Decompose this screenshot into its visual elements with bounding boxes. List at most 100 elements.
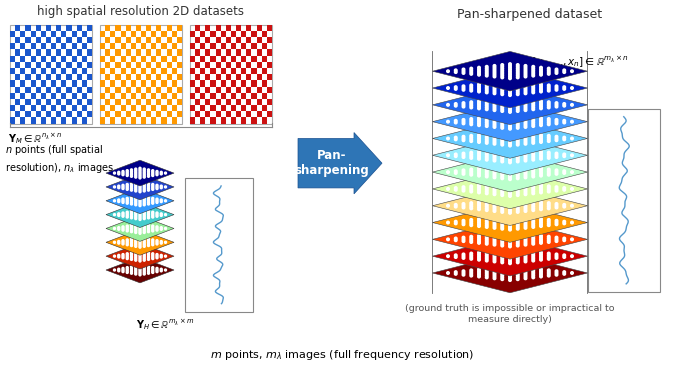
Circle shape [532,190,534,193]
Bar [46,62,51,68]
Circle shape [524,150,527,153]
Circle shape [563,119,566,122]
Circle shape [143,253,145,255]
Circle shape [532,183,534,186]
Circle shape [477,122,480,125]
Circle shape [477,223,480,226]
Circle shape [156,198,158,200]
Circle shape [470,119,473,122]
Circle shape [493,236,496,239]
Bar [251,118,257,124]
Circle shape [516,133,519,135]
Bar [166,37,172,43]
Circle shape [540,135,543,138]
Circle shape [516,278,519,280]
Text: high spatial resolution 2D datasets: high spatial resolution 2D datasets [38,5,245,18]
Bar [166,25,172,31]
Circle shape [516,200,519,203]
Text: Pan-
sharpening: Pan- sharpening [295,149,369,177]
Circle shape [524,70,527,73]
Bar [247,99,251,105]
Circle shape [516,219,519,221]
Circle shape [462,105,465,108]
Circle shape [486,271,488,273]
Circle shape [524,85,527,88]
Circle shape [501,148,503,150]
Circle shape [143,251,145,253]
Circle shape [131,270,132,273]
Circle shape [147,186,149,188]
Circle shape [139,268,141,269]
Circle shape [493,188,496,190]
Circle shape [563,104,566,107]
Bar [31,43,36,49]
Circle shape [477,186,480,188]
Circle shape [462,139,465,142]
Circle shape [126,270,128,272]
Circle shape [501,173,503,176]
Circle shape [147,227,149,230]
Circle shape [126,241,128,242]
Circle shape [139,212,141,214]
Circle shape [516,188,519,191]
Circle shape [524,201,527,203]
Circle shape [486,224,488,227]
Bar [136,62,141,68]
Polygon shape [106,230,174,255]
Circle shape [509,111,511,113]
Bar [241,80,247,87]
Circle shape [501,175,503,178]
Circle shape [477,124,480,127]
Circle shape [135,242,137,244]
Circle shape [143,188,145,190]
Circle shape [516,91,519,94]
Circle shape [139,170,141,173]
Circle shape [139,211,141,212]
Circle shape [540,206,543,209]
Circle shape [477,188,480,190]
Circle shape [139,186,141,188]
Circle shape [532,242,534,245]
Circle shape [470,219,473,221]
Circle shape [516,65,519,68]
Bar [25,111,31,118]
Circle shape [501,104,503,107]
Circle shape [143,266,145,269]
Circle shape [493,98,496,101]
Polygon shape [106,174,174,200]
Circle shape [122,255,124,257]
Bar [206,111,210,118]
Circle shape [160,185,162,187]
Circle shape [501,127,503,129]
Circle shape [524,169,527,172]
Circle shape [470,84,473,87]
Circle shape [135,254,137,256]
Circle shape [152,241,153,242]
Bar [61,118,66,124]
Circle shape [532,172,534,174]
Circle shape [152,242,153,244]
Circle shape [556,139,558,142]
Circle shape [454,136,457,139]
Bar [136,49,141,55]
Circle shape [501,207,503,210]
Circle shape [547,104,550,107]
Circle shape [152,253,153,255]
Circle shape [486,65,488,68]
Circle shape [122,200,124,202]
Circle shape [532,103,534,105]
Circle shape [540,105,543,108]
Circle shape [509,184,511,187]
Circle shape [126,244,128,246]
Circle shape [139,205,141,207]
Circle shape [509,193,511,196]
Circle shape [524,250,527,252]
Circle shape [524,268,527,271]
Circle shape [532,86,534,88]
Circle shape [509,102,511,104]
Circle shape [139,224,141,226]
Bar [125,25,131,31]
Bar [40,105,46,111]
Circle shape [493,199,496,202]
Bar [251,93,257,99]
